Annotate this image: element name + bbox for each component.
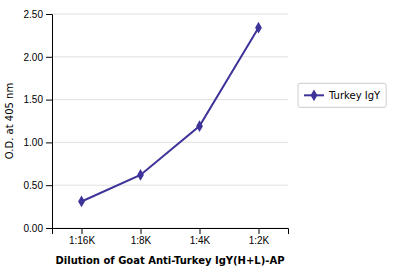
tick-label: 2.00 [24, 52, 44, 63]
y-axis: 0.00 0.50 1.00 1.50 2.00 2.50 [24, 9, 53, 234]
tick: 1:16K [69, 228, 95, 246]
tick-label: 1:16K [69, 235, 95, 246]
point [78, 196, 85, 208]
grid-line [52, 142, 288, 143]
tick-mark [46, 142, 52, 143]
tick-label: 1:2K [249, 235, 270, 246]
tick-mark [46, 100, 52, 101]
tick: 2.50 [24, 9, 52, 20]
tick-mark [82, 228, 83, 234]
tick-mark [259, 228, 260, 234]
grid [52, 14, 288, 228]
tick-mark [46, 185, 52, 186]
axis-line [46, 15, 53, 229]
y-axis-title: O.D. at 405 nm [4, 83, 15, 159]
tick-mark [141, 228, 142, 234]
point [137, 169, 144, 181]
tick: 2.00 [24, 52, 52, 63]
tick: 0.00 [24, 223, 52, 234]
legend: Turkey IgY [298, 83, 386, 107]
tick-label: 1:8K [131, 235, 152, 246]
tick-mark [46, 57, 52, 58]
x-axis-title: Dilution of Goat Anti-Turkey IgY(H+L)-AP [55, 255, 284, 266]
axis-line [53, 229, 289, 235]
tick-label: 0.50 [24, 180, 44, 191]
tick-label: 1.00 [24, 137, 44, 148]
legend-item: Turkey IgY [304, 89, 381, 101]
grid-line [52, 185, 288, 186]
grid-line [52, 99, 288, 100]
grid-line [52, 56, 288, 57]
tick-mark [46, 228, 52, 229]
tick: 1:2K [249, 228, 270, 246]
tick-label: 0.00 [24, 223, 44, 234]
tick: 1:4K [190, 228, 211, 246]
tick-label: 1:4K [190, 235, 211, 246]
grid-line [52, 14, 288, 15]
point [255, 22, 262, 34]
tick: 1.00 [24, 137, 52, 148]
tick: 1:8K [131, 228, 152, 246]
tick: 0.50 [24, 180, 52, 191]
tick-mark [200, 228, 201, 234]
marks [78, 22, 262, 208]
tick-mark [46, 14, 52, 15]
chart: 0.00 0.50 1.00 1.50 2.00 2.50 1:16K 1:8K 1:4K 1:2… [0, 0, 400, 272]
plot-area: 0.00 0.50 1.00 1.50 2.00 2.50 1:16K 1:8K 1:4K 1:2… [24, 9, 289, 246]
legend-label: Turkey IgY [328, 90, 381, 101]
tick-label: 1.50 [24, 94, 44, 105]
legend-box [298, 83, 386, 107]
legend-marker [311, 89, 318, 101]
line [82, 28, 259, 202]
tick: 1.50 [24, 94, 52, 105]
x-axis: 1:16K 1:8K 1:4K 1:2K [53, 228, 289, 246]
tick-label: 2.50 [24, 9, 44, 20]
point [196, 120, 203, 132]
